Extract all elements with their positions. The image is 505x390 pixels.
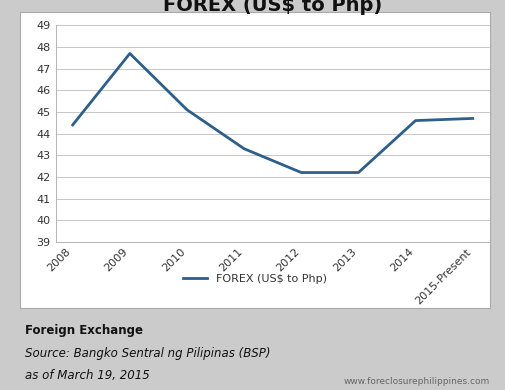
Text: www.foreclosurephilippines.com: www.foreclosurephilippines.com (343, 377, 490, 386)
Text: Source: Bangko Sentral ng Pilipinas (BSP): Source: Bangko Sentral ng Pilipinas (BSP… (25, 347, 271, 360)
Legend: FOREX (US$ to Php): FOREX (US$ to Php) (178, 269, 332, 288)
Text: Foreign Exchange: Foreign Exchange (25, 324, 143, 337)
Title: FOREX (US$ to Php): FOREX (US$ to Php) (163, 0, 382, 16)
Text: as of March 19, 2015: as of March 19, 2015 (25, 369, 150, 381)
